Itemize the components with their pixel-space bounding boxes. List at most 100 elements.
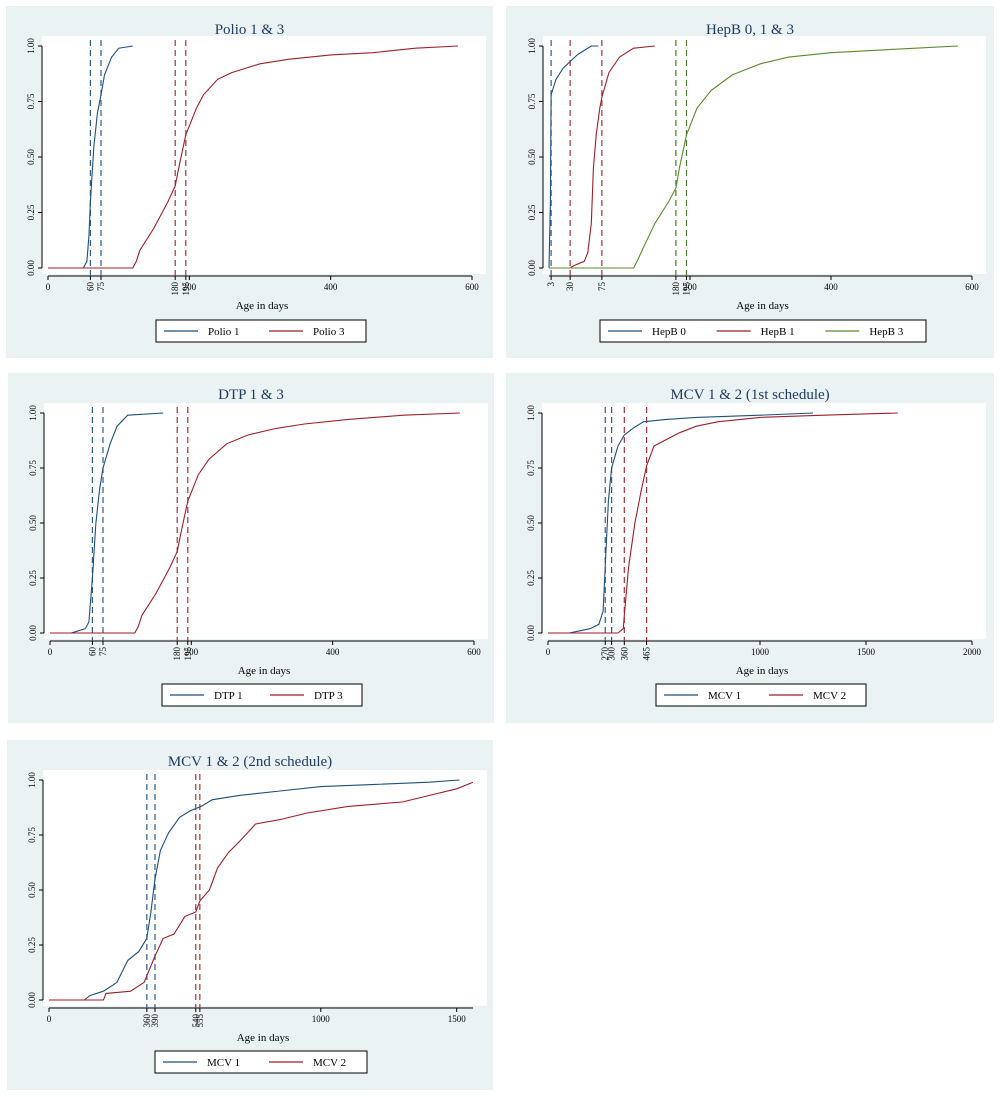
series-line	[548, 45, 599, 269]
legend-label: HepB 0	[652, 326, 686, 338]
reference-line-label: 555	[195, 1014, 205, 1028]
reference-line-label: 30	[565, 282, 575, 292]
series-line	[549, 45, 958, 269]
y-tick-label: 1.00	[526, 405, 536, 421]
series-line	[49, 781, 474, 1001]
legend-label: Polio 1	[208, 326, 239, 338]
series-line	[548, 412, 898, 634]
chart-panel-mcv-second-schedule: MCV 1 & 2 (2nd schedule) 0.00 0.25 0.50 0.75…	[7, 740, 493, 1090]
x-tick-label: 200	[683, 282, 697, 292]
legend-label: MCV 2	[813, 690, 846, 702]
legend-box	[161, 683, 363, 707]
y-tick-label: 0.75	[527, 93, 537, 109]
reference-line-label: 195	[181, 282, 191, 296]
y-tick-label: 0.75	[26, 93, 36, 109]
x-axis-title: Age in days	[236, 300, 289, 312]
x-tick-label: 200	[183, 282, 197, 292]
series-line	[549, 45, 655, 269]
y-tick-label: 0.25	[27, 937, 37, 953]
reference-line-label: 180	[172, 647, 182, 661]
x-tick-label: 0	[46, 282, 51, 292]
reference-line-label: 195	[681, 282, 691, 296]
x-tick-label: 1500	[857, 647, 876, 657]
plot-background	[43, 770, 487, 1006]
chart-svg: MCV 1 & 2 (2nd schedule) 0.00 0.25 0.50 0.75…	[27, 754, 487, 1074]
x-tick-label: 200	[185, 647, 199, 657]
y-tick-label: 1.00	[28, 405, 38, 421]
y-tick-label: 0.25	[527, 204, 537, 220]
y-tick-label: 0.25	[28, 570, 38, 586]
reference-line-label: 360	[142, 1014, 152, 1028]
legend-label: MCV 1	[708, 690, 741, 702]
reference-line-label: 390	[150, 1014, 160, 1028]
y-tick-label: 1.00	[527, 38, 537, 54]
reference-line-label: 300	[607, 647, 617, 661]
x-tick-label: 600	[465, 282, 479, 292]
legend: MCV 1 MCV 2	[154, 1050, 368, 1074]
reference-line-label: 75	[597, 282, 607, 292]
y-tick-label: 0.25	[526, 570, 536, 586]
y-tick-label: 1.00	[26, 38, 36, 54]
chart-panel-polio: Polio 1 & 3 0.00 0.25 0.50 0.75 1.00 0 200 400 60…	[6, 6, 493, 358]
x-tick-label: 400	[326, 647, 340, 657]
series-line	[548, 412, 814, 634]
y-tick-label: 0.50	[526, 515, 536, 531]
x-axis-title: Age in days	[736, 665, 789, 677]
reference-line-label: 60	[87, 647, 97, 657]
reference-line-label: 540	[191, 1014, 201, 1028]
y-tick-label: 0.75	[28, 460, 38, 476]
series-line	[50, 412, 164, 634]
series-line	[50, 412, 460, 634]
chart-title: MCV 1 & 2 (1st schedule)	[670, 387, 829, 403]
chart-panel-mcv-first-schedule: MCV 1 & 2 (1st schedule) 0.00 0.25 0.50 0.75…	[506, 373, 994, 723]
reference-line-label: 270	[600, 647, 610, 661]
legend: HepB 0 HepB 1 HepB 3	[599, 319, 927, 343]
plot-background	[42, 36, 486, 274]
x-tick-label: 600	[467, 647, 481, 657]
x-axis-title: Age in days	[238, 665, 291, 677]
x-tick-label: 0	[546, 647, 551, 657]
chart-panel-dtp: DTP 1 & 3 0.00 0.25 0.50 0.75 1.00 0 200 400 600 6…	[8, 373, 494, 723]
chart-title: HepB 0, 1 & 3	[706, 22, 794, 38]
chart-svg: MCV 1 & 2 (1st schedule) 0.00 0.25 0.50 0.75…	[526, 387, 986, 707]
legend-label: HepB 1	[761, 326, 795, 338]
y-tick-label: 0.00	[526, 625, 536, 641]
legend-label: HepB 3	[869, 326, 903, 338]
legend-box	[155, 319, 367, 343]
legend-label: Polio 3	[313, 326, 345, 338]
x-tick-label: 400	[324, 282, 338, 292]
reference-line-label: 360	[619, 647, 629, 661]
x-tick-label: 2000	[963, 647, 982, 657]
y-tick-label: 0.75	[27, 827, 37, 843]
series-line	[49, 779, 460, 1001]
legend-box	[154, 1050, 368, 1074]
y-tick-label: 1.00	[27, 772, 37, 788]
reference-line-label: 3	[546, 282, 556, 287]
plot-background	[542, 403, 986, 639]
reference-line-label: 60	[85, 282, 95, 292]
legend: DTP 1 DTP 3	[161, 683, 363, 707]
reference-line-label: 465	[642, 647, 652, 661]
series-line	[48, 45, 458, 269]
x-tick-label: 600	[965, 282, 979, 292]
y-tick-label: 0.00	[27, 992, 37, 1008]
chart-title: DTP 1 & 3	[218, 387, 284, 403]
series-line	[48, 45, 133, 269]
y-tick-label: 0.50	[28, 515, 38, 531]
chart-title: Polio 1 & 3	[215, 22, 285, 38]
reference-line-label: 75	[98, 647, 108, 657]
x-tick-label: 400	[824, 282, 838, 292]
legend-box	[599, 319, 927, 343]
chart-panel-hepb: HepB 0, 1 & 3 0.00 0.25 0.50 0.75 1.00 200 400 6…	[506, 6, 994, 358]
x-axis-title: Age in days	[736, 300, 789, 312]
reference-line-label: 195	[183, 647, 193, 661]
legend-label: DTP 3	[314, 690, 343, 702]
plot-background	[44, 403, 488, 639]
y-tick-label: 0.00	[28, 625, 38, 641]
legend: Polio 1 Polio 3	[155, 319, 367, 343]
y-tick-label: 0.50	[26, 149, 36, 165]
x-tick-label: 1500	[448, 1014, 467, 1024]
legend-box	[655, 683, 867, 707]
chart-title: MCV 1 & 2 (2nd schedule)	[168, 754, 332, 770]
y-tick-label: 0.00	[26, 260, 36, 276]
